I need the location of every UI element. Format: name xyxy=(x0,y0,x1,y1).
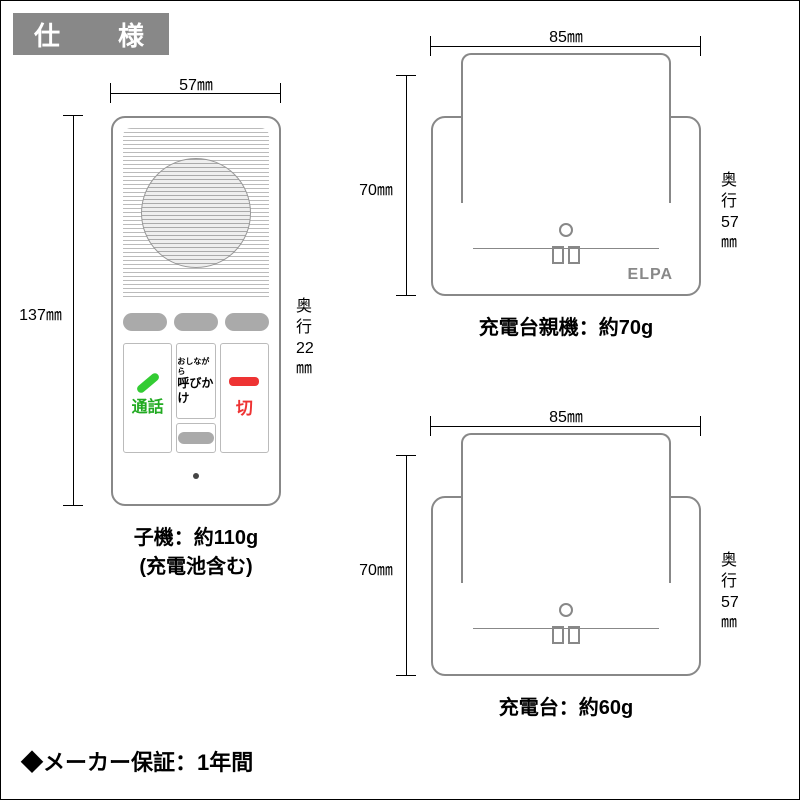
dock-sub-weight: 充電台：約60g xyxy=(421,691,711,720)
call-button: 通話 xyxy=(123,343,172,453)
microphone-icon xyxy=(193,473,199,479)
spec-diagram: 仕 様 57㎜ 137㎜ 奥行22㎜ xyxy=(0,0,800,800)
brand-logo: ELPA xyxy=(628,266,673,284)
handset-width: 57㎜ xyxy=(151,71,241,95)
phone-icon xyxy=(135,372,160,395)
dock-main-weight: 充電台親機：約70g xyxy=(421,311,711,340)
speaker-icon xyxy=(141,158,251,268)
feature-btn xyxy=(225,313,269,331)
handset-height: 137㎜ xyxy=(13,301,68,325)
handset-weight: 子機：約110g (充電池含む) xyxy=(91,521,301,579)
dock-sub-device xyxy=(431,461,701,676)
dock-sub-height: 70㎜ xyxy=(351,556,401,580)
handset-device: 通話 おしながら 呼びかけ 切 xyxy=(111,116,281,506)
dock-sub-width: 85㎜ xyxy=(521,403,611,427)
handset-depth: 奥行22㎜ xyxy=(296,297,314,380)
feature-buttons-row xyxy=(123,313,269,335)
call-label: 通話 xyxy=(132,393,164,417)
title: 仕 様 xyxy=(11,11,171,57)
dock-main-width: 85㎜ xyxy=(521,23,611,47)
warranty-text: ◆メーカー保証：1年間 xyxy=(21,745,253,777)
feature-btn xyxy=(174,313,218,331)
led-icon xyxy=(559,223,573,237)
feature-btn xyxy=(123,313,167,331)
dock-main-depth: 奥行57㎜ xyxy=(721,171,739,254)
hangup-button: 切 xyxy=(220,343,269,453)
hangup-label: 切 xyxy=(236,394,253,419)
hangup-icon xyxy=(229,377,259,386)
nav-button xyxy=(176,423,215,453)
dock-main-device: ELPA xyxy=(431,81,701,296)
led-icon xyxy=(559,603,573,617)
push-talk-button: おしながら 呼びかけ xyxy=(176,343,215,419)
dock-sub-depth: 奥行57㎜ xyxy=(721,551,739,634)
speaker-grille xyxy=(123,128,269,298)
dock-main-height: 70㎜ xyxy=(351,176,401,200)
